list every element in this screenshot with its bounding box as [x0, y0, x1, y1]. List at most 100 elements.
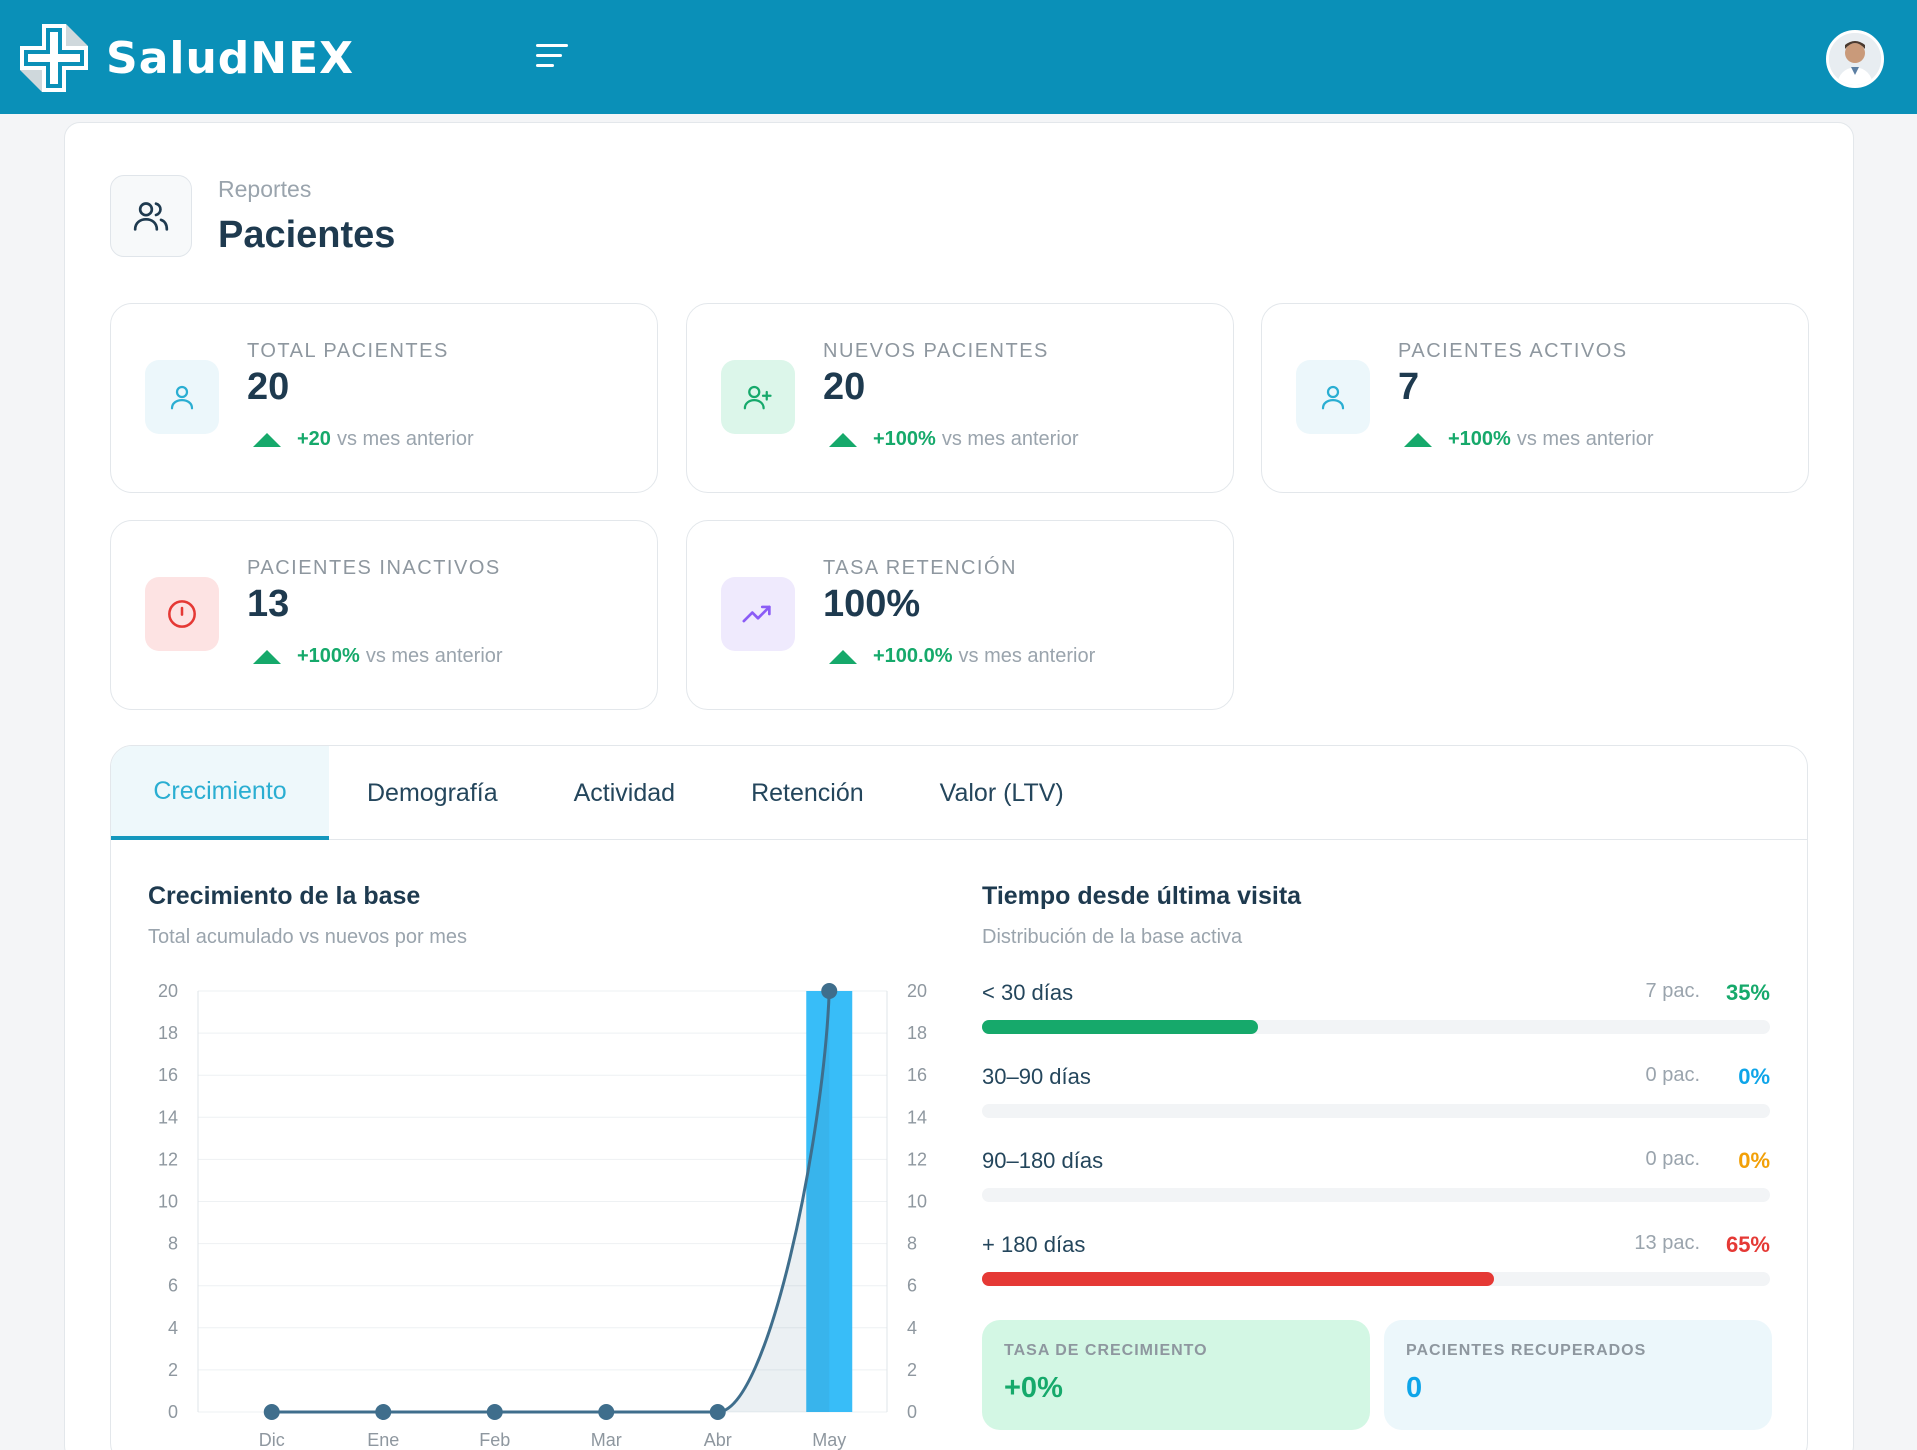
delta-value: +20	[297, 428, 331, 450]
users-icon	[110, 175, 192, 257]
top-navbar: SaludNEX	[0, 0, 1917, 114]
growth-point	[821, 983, 838, 999]
growth-point	[709, 1404, 726, 1420]
tab-crecimiento[interactable]: Crecimiento	[111, 746, 329, 840]
range-percent: 35%	[1725, 980, 1770, 1005]
stat-card-total: TOTAL PACIENTES 20 +20 vs mes anterior	[110, 303, 658, 493]
growth-chart: 0 2 4 6 8 10 12 14 16 18 20 0 2 4 6 8 10 12 14 16 18 20 Dic Ene…	[158, 981, 927, 1450]
mini-card-label: PACIENTES RECUPERADOS	[1406, 1342, 1647, 1359]
tab-actividad[interactable]: Actividad	[573, 778, 676, 807]
x-tick-label: Mar	[591, 1430, 622, 1450]
y-tick-label: 4	[168, 1318, 178, 1338]
delta-suffix: vs mes anterior	[336, 428, 474, 450]
x-tick-label: Dic	[259, 1430, 285, 1450]
growth-area	[271, 991, 830, 1412]
stat-value: 20	[247, 366, 290, 408]
range-count: 0 pac.	[1645, 1148, 1700, 1170]
growth-bar	[806, 991, 853, 1412]
range-percent: 65%	[1725, 1232, 1770, 1257]
stat-card-retention: TASA RETENCIÓN 100% +100.0% vs mes anter…	[686, 520, 1234, 710]
delta-suffix: vs mes anterior	[1516, 428, 1654, 450]
logo-cross-icon	[20, 24, 88, 92]
tab-retencion[interactable]: Retención	[751, 778, 864, 807]
user-icon	[1296, 360, 1370, 434]
delta-value: +100.0%	[873, 645, 953, 667]
stat-value: 7	[1398, 366, 1420, 408]
breadcrumb[interactable]: Reportes	[218, 176, 312, 202]
range-count: 13 pac.	[1634, 1232, 1700, 1254]
stat-card-new: NUEVOS PACIENTES 20 +100% vs mes anterio…	[686, 303, 1234, 493]
range-label: < 30 días	[982, 980, 1074, 1005]
progress-track	[982, 1188, 1770, 1202]
tab-demografia[interactable]: Demografía	[367, 778, 498, 807]
range-count: 7 pac.	[1645, 980, 1700, 1002]
page-title: Pacientes	[218, 214, 396, 256]
stat-value: 20	[823, 366, 866, 408]
x-tick-label: Ene	[367, 1430, 399, 1450]
growth-point	[486, 1404, 503, 1420]
y-tick-label: 18	[158, 1023, 178, 1043]
progress-fill	[982, 1272, 1495, 1286]
progress-track	[982, 1104, 1770, 1118]
y2-tick-label: 10	[907, 1192, 927, 1212]
stat-delta: +100% vs mes anterior	[1404, 428, 1654, 451]
y-tick-label: 6	[168, 1276, 178, 1296]
stat-card-inactive: PACIENTES INACTIVOS 13 +100% vs mes ante…	[110, 520, 658, 710]
stat-delta: +20 vs mes anterior	[253, 428, 474, 451]
app-logo[interactable]: SaludNEX	[16, 20, 354, 96]
x-tick-label: Feb	[479, 1430, 510, 1450]
mini-card-value: 0	[1406, 1372, 1423, 1404]
growth-subtitle: Total acumulado vs nuevos por mes	[148, 926, 468, 948]
trend-up-icon	[253, 649, 281, 664]
delta-value: +100%	[873, 428, 936, 450]
app-name: SaludNEX	[106, 32, 355, 84]
avatar-photo	[1829, 33, 1881, 85]
y-tick-label: 20	[158, 981, 178, 1001]
distribution-title: Tiempo desde última visita	[982, 882, 1302, 910]
stat-label: TASA RETENCIÓN	[823, 557, 1017, 579]
mini-card-value: +0%	[1004, 1372, 1063, 1404]
x-tick-label: Abr	[704, 1430, 732, 1450]
y-tick-label: 10	[158, 1192, 178, 1212]
y2-tick-label: 18	[907, 1023, 927, 1043]
y-tick-label: 8	[168, 1234, 178, 1254]
y-tick-label: 2	[168, 1360, 178, 1380]
growth-title: Crecimiento de la base	[148, 882, 421, 910]
y-tick-label: 16	[158, 1065, 178, 1085]
range-percent: 0%	[1738, 1064, 1770, 1089]
trend-up-icon	[253, 432, 281, 447]
progress-track	[982, 1272, 1770, 1286]
recovered-patients-card: PACIENTES RECUPERADOS 0	[1384, 1320, 1772, 1430]
growth-rate-card: TASA DE CRECIMIENTO +0%	[982, 1320, 1370, 1430]
stat-value: 100%	[823, 583, 921, 625]
delta-suffix: vs mes anterior	[958, 645, 1096, 667]
stat-delta: +100% vs mes anterior	[829, 428, 1079, 451]
trend-up-icon	[1404, 432, 1432, 447]
stat-value: 13	[247, 583, 290, 625]
range-percent: 0%	[1738, 1148, 1770, 1173]
delta-value: +100%	[297, 645, 360, 667]
range-label: 30–90 días	[982, 1064, 1091, 1089]
user-avatar[interactable]	[1826, 30, 1884, 88]
range-label: + 180 días	[982, 1232, 1086, 1257]
stat-label: TOTAL PACIENTES	[247, 340, 449, 362]
hamburger-menu-icon[interactable]	[536, 44, 572, 72]
stat-label: PACIENTES INACTIVOS	[247, 557, 501, 579]
y2-tick-label: 14	[907, 1107, 927, 1127]
delta-suffix: vs mes anterior	[365, 645, 503, 667]
progress-track	[982, 1020, 1770, 1034]
trending-up-icon	[721, 577, 795, 651]
y2-tick-label: 20	[907, 981, 927, 1001]
stat-delta: +100% vs mes anterior	[253, 645, 503, 668]
growth-point	[598, 1404, 615, 1420]
y2-tick-label: 6	[907, 1276, 917, 1296]
range-label: 90–180 días	[982, 1148, 1104, 1173]
delta-value: +100%	[1448, 428, 1511, 450]
user-plus-icon	[721, 360, 795, 434]
tab-valor-ltv[interactable]: Valor (LTV)	[939, 778, 1064, 807]
trend-up-icon	[829, 432, 857, 447]
stat-card-active: PACIENTES ACTIVOS 7 +100% vs mes anterio…	[1261, 303, 1809, 493]
range-count: 0 pac.	[1645, 1064, 1700, 1086]
distribution-subtitle: Distribución de la base activa	[982, 926, 1243, 948]
x-tick-label: May	[812, 1430, 846, 1450]
